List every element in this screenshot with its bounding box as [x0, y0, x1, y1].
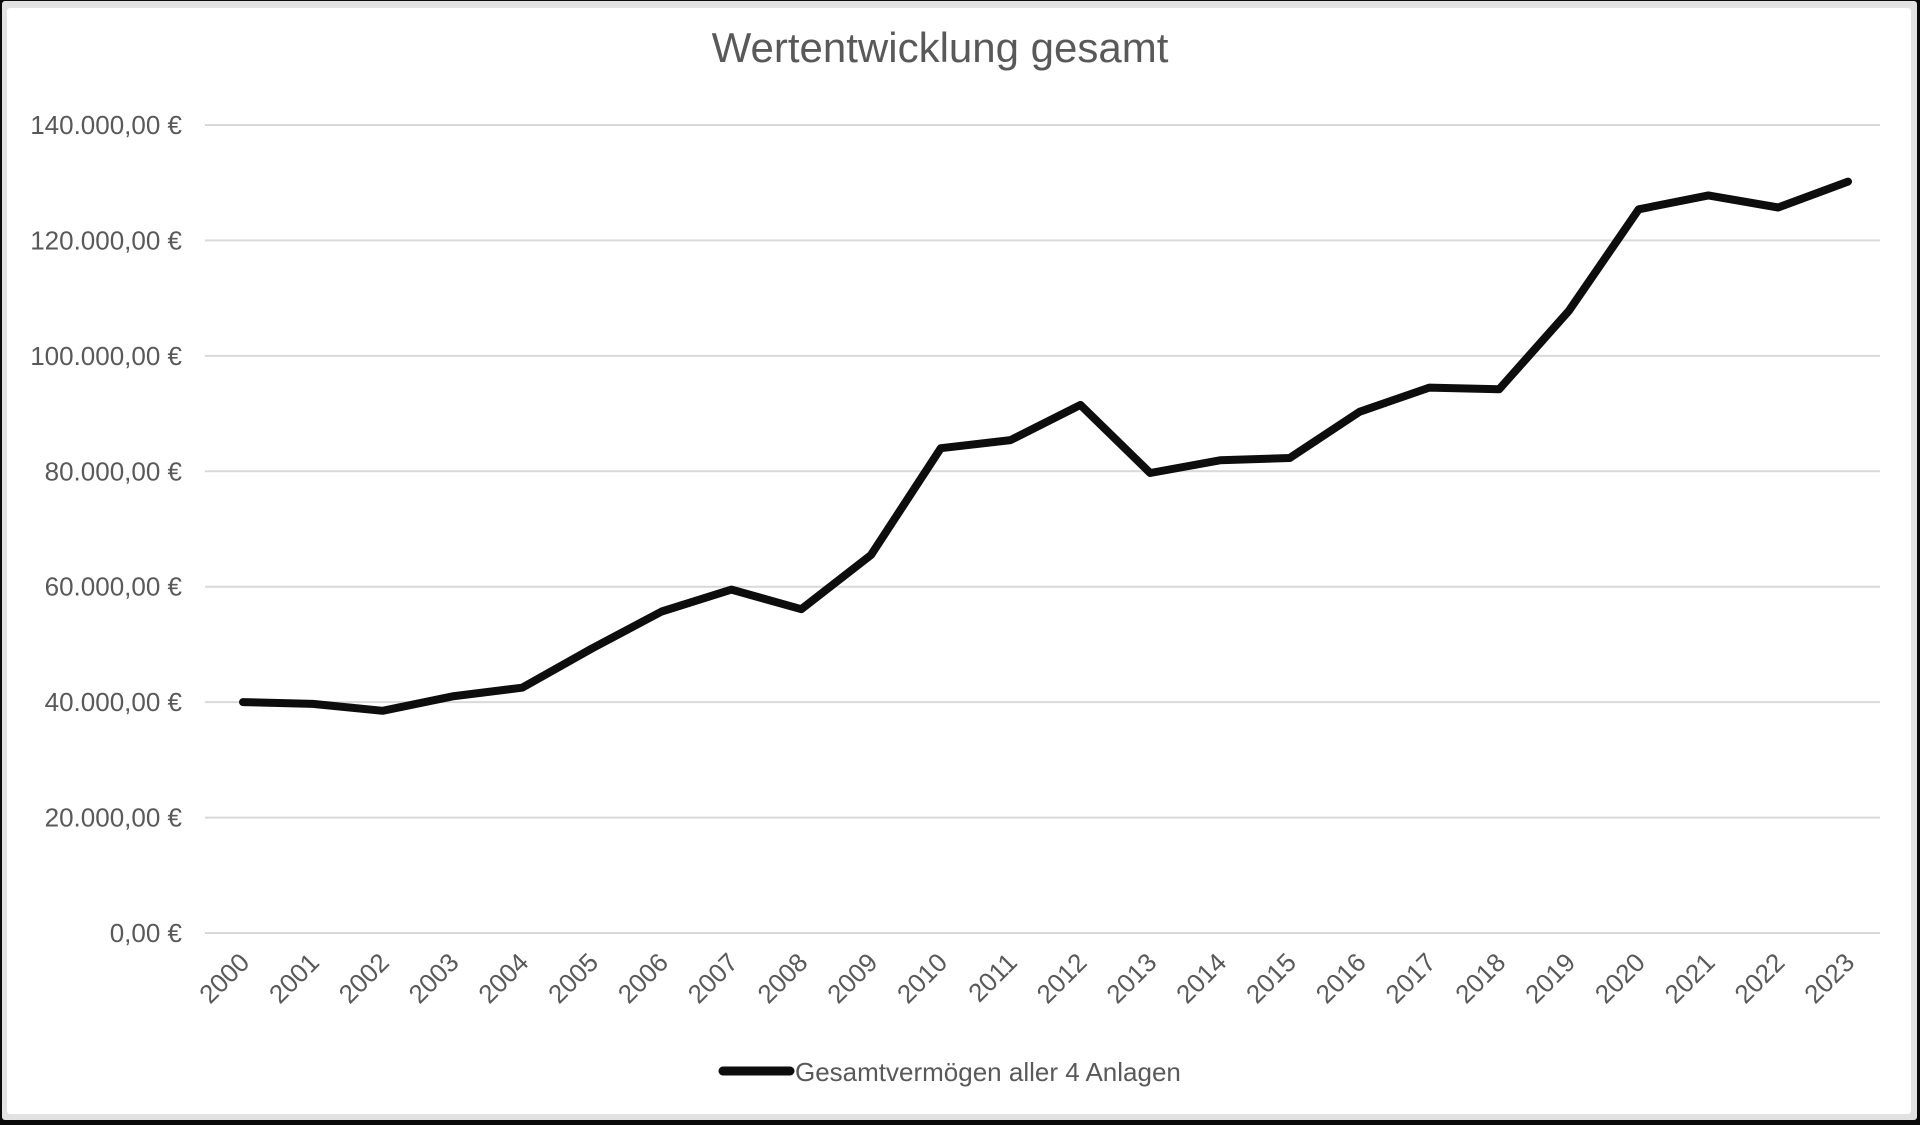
x-tick-label: 2003 — [402, 947, 464, 1009]
y-tick-label: 0,00 € — [110, 918, 183, 948]
x-tick-label: 2002 — [333, 947, 395, 1009]
x-tick-label: 2009 — [821, 947, 883, 1009]
x-tick-label: 2007 — [682, 947, 744, 1009]
x-tick-label: 2018 — [1449, 947, 1511, 1009]
chart-background — [7, 8, 1911, 1114]
y-tick-label: 100.000,00 € — [30, 341, 182, 371]
x-tick-label: 2004 — [472, 947, 534, 1009]
legend-series-label: Gesamtvermögen aller 4 Anlagen — [795, 1057, 1181, 1087]
y-tick-label: 40.000,00 € — [45, 687, 183, 717]
x-axis-labels: 2000 2001 2002 2003 2004 2005 2006 2007 2008 2009… — [193, 947, 1860, 1009]
chart-title: Wertentwicklung gesamt — [712, 24, 1169, 71]
x-tick-label: 2019 — [1519, 947, 1581, 1009]
x-tick-label: 2006 — [612, 947, 674, 1009]
x-tick-label: 2008 — [751, 947, 813, 1009]
x-tick-label: 2013 — [1100, 947, 1162, 1009]
gridlines — [205, 124, 1880, 934]
x-tick-label: 2012 — [1031, 947, 1093, 1009]
y-tick-label: 20.000,00 € — [45, 803, 183, 833]
x-tick-label: 2001 — [263, 947, 325, 1009]
x-tick-label: 2000 — [193, 947, 255, 1009]
y-tick-label: 120.000,00 € — [30, 225, 182, 255]
x-tick-label: 2005 — [542, 947, 604, 1009]
x-tick-label: 2011 — [962, 947, 1023, 1008]
x-tick-label: 2010 — [891, 947, 953, 1009]
x-tick-label: 2022 — [1728, 947, 1790, 1009]
y-tick-label: 80.000,00 € — [45, 456, 183, 486]
x-tick-label: 2023 — [1798, 947, 1860, 1009]
x-tick-label: 2021 — [1659, 947, 1721, 1009]
legend: Gesamtvermögen aller 4 Anlagen — [718, 1057, 1181, 1087]
x-tick-label: 2014 — [1170, 947, 1232, 1009]
series-line-group — [239, 177, 1852, 715]
y-tick-label: 140.000,00 € — [30, 110, 182, 140]
y-axis-labels: 140.000,00 € 120.000,00 € 100.000,00 € 80.0… — [30, 110, 182, 948]
x-tick-label: 2015 — [1240, 947, 1302, 1009]
x-tick-label: 2020 — [1589, 947, 1651, 1009]
x-tick-label: 2017 — [1379, 947, 1441, 1009]
x-tick-label: 2016 — [1310, 947, 1372, 1009]
series-line — [239, 177, 1852, 715]
y-tick-label: 60.000,00 € — [45, 572, 183, 602]
